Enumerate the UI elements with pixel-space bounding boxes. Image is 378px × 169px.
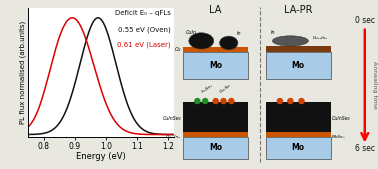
Text: 0 sec: 0 sec: [355, 16, 375, 25]
X-axis label: Energy (eV): Energy (eV): [76, 152, 126, 161]
Text: In: In: [237, 31, 241, 36]
Text: Mo: Mo: [209, 143, 222, 152]
Bar: [183, 102, 248, 132]
Text: LA-PR: LA-PR: [284, 5, 313, 15]
Text: Cu₁₁In₉: Cu₁₁In₉: [166, 135, 181, 139]
Text: Annealing time: Annealing time: [372, 61, 376, 108]
Circle shape: [194, 98, 201, 104]
Text: 0.61 eV (Laser): 0.61 eV (Laser): [117, 42, 171, 48]
Text: LA: LA: [209, 5, 222, 15]
Text: In: In: [271, 30, 276, 35]
Bar: [183, 137, 248, 159]
Circle shape: [228, 98, 235, 104]
Circle shape: [220, 98, 227, 104]
Ellipse shape: [189, 33, 214, 49]
Circle shape: [212, 98, 219, 104]
Bar: [265, 102, 331, 132]
Bar: [265, 132, 331, 137]
Circle shape: [287, 98, 294, 104]
Text: MoSe₂: MoSe₂: [332, 135, 346, 139]
Bar: [265, 52, 331, 79]
Text: Cu: Cu: [175, 46, 181, 52]
Y-axis label: PL flux normalised (arb.units): PL flux normalised (arb.units): [19, 21, 26, 124]
Text: CuIn: CuIn: [186, 30, 197, 35]
Circle shape: [298, 98, 305, 104]
Text: 6 sec: 6 sec: [355, 144, 375, 153]
Text: In₂Se₃: In₂Se₃: [201, 83, 214, 94]
Text: Deficit E₀ – qFLs: Deficit E₀ – qFLs: [115, 10, 171, 16]
Bar: [183, 52, 248, 79]
Text: Mo: Mo: [209, 61, 222, 70]
Bar: [265, 137, 331, 159]
Text: Cu₂Se: Cu₂Se: [219, 83, 232, 94]
Bar: [183, 132, 248, 137]
Text: CuInSe₂: CuInSe₂: [163, 116, 181, 121]
Ellipse shape: [220, 36, 238, 50]
Text: Cu₁₁In₉: Cu₁₁In₉: [313, 35, 328, 40]
Text: Mo: Mo: [292, 143, 305, 152]
Ellipse shape: [273, 36, 308, 46]
Circle shape: [202, 98, 209, 104]
Circle shape: [277, 98, 283, 104]
Text: Mo: Mo: [292, 61, 305, 70]
Text: CuInSe₂: CuInSe₂: [332, 116, 351, 121]
Text: 0.55 eV (Oven): 0.55 eV (Oven): [118, 26, 171, 33]
Bar: [183, 47, 248, 52]
Bar: [265, 46, 331, 52]
